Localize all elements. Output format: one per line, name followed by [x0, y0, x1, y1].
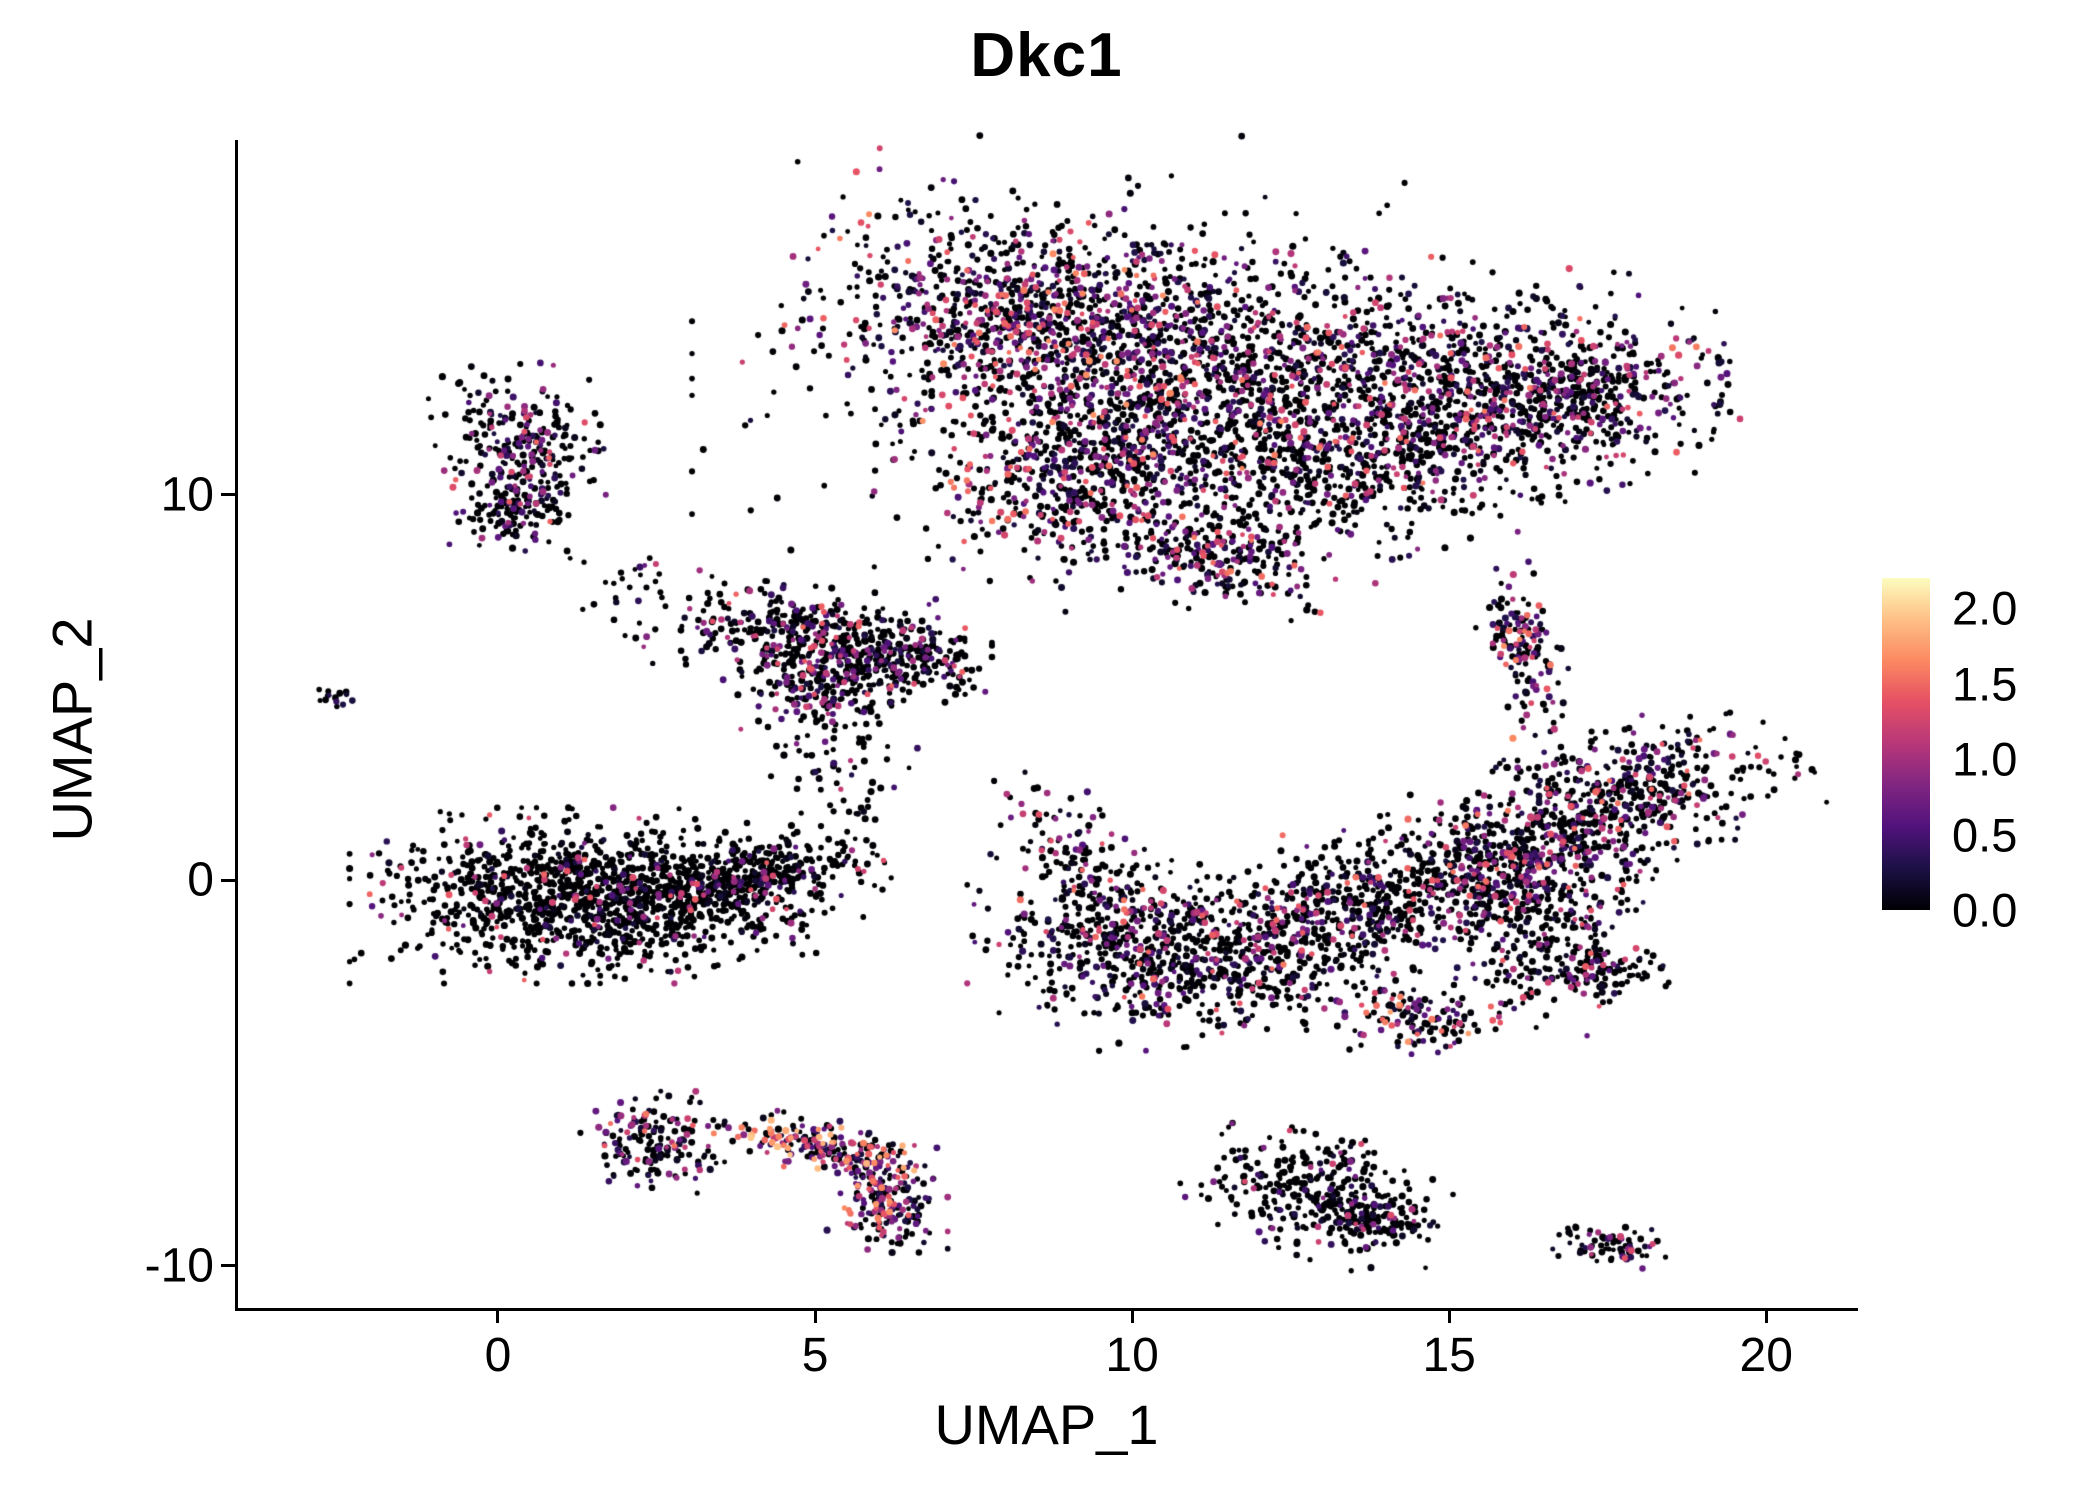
x-axis-tick: [496, 1308, 500, 1323]
x-axis-tick: [813, 1308, 817, 1323]
x-axis-label: UMAP_1: [934, 1393, 1159, 1456]
colorbar-tick-label: 0.5: [1952, 808, 2018, 862]
y-axis-tick-label: 0: [187, 853, 214, 907]
y-axis-tick: [221, 878, 236, 882]
x-axis-tick: [1447, 1308, 1451, 1323]
colorbar-legend: 2.0 1.5 1.0 0.5 0.0: [1882, 578, 2092, 937]
y-axis-tick: [221, 493, 236, 497]
y-axis-tick-label: -10: [144, 1239, 214, 1293]
x-axis-tick: [1130, 1308, 1134, 1323]
x-axis-tick-label: 15: [1422, 1329, 1476, 1382]
colorbar-tick-label: 0.0: [1952, 883, 2018, 937]
colorbar-tick-label: 1.0: [1952, 732, 2018, 786]
x-axis-tick-label: 10: [1105, 1329, 1159, 1382]
x-axis-tick-label: 20: [1739, 1329, 1793, 1382]
x-axis-tick: [1764, 1308, 1768, 1323]
colorbar-gradient: [1882, 578, 1930, 910]
colorbar-tick-label: 2.0: [1952, 581, 2018, 635]
x-axis-tick-label: 0: [484, 1329, 512, 1382]
y-axis-tick-label: 10: [160, 468, 214, 522]
x-axis-tick-label: 5: [801, 1329, 829, 1382]
y-axis-tick: [221, 1264, 236, 1268]
colorbar-tick-label: 1.5: [1952, 657, 2018, 711]
